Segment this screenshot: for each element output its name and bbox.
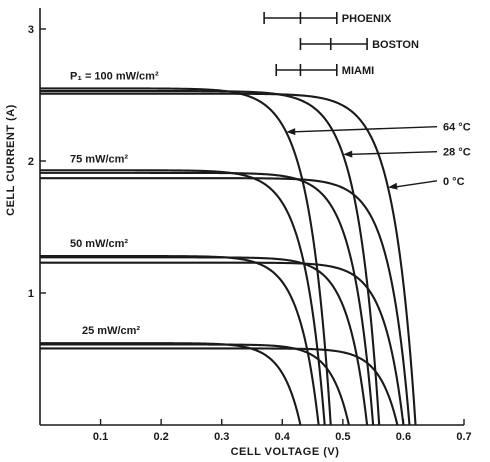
axes (39, 8, 464, 426)
irradiance-label: 75 mW/cm² (70, 154, 128, 166)
iv-curve-series-9 (40, 261, 405, 426)
x-tick-label: 0.5 (335, 431, 350, 443)
temperature-label: 0 °C (443, 176, 465, 188)
temperature-label: 28 °C (443, 147, 471, 159)
x-ticks: 0.1 0.2 0.3 0.4 0.5 0.6 0.7 (93, 419, 472, 443)
iv-curve-series-5 (40, 171, 375, 426)
temperature-pointer-arrowhead (343, 150, 353, 158)
y-tick-label: 2 (28, 156, 34, 168)
y-ticks: 1 2 3 (28, 24, 46, 300)
temperature-pointer-arrowhead (388, 182, 398, 190)
voc-range-markers: PHOENIX BOSTON MIAMI (263, 12, 419, 77)
temperature-pointer-arrowhead (286, 128, 296, 136)
x-tick-label: 0.3 (214, 431, 229, 443)
voc-range-label: PHOENIX (342, 13, 392, 25)
temperature-labels: 64 °C 28 °C 0 °C (286, 122, 471, 190)
iv-curve-series-8 (40, 256, 369, 426)
x-axis-title: CELL VOLTAGE (V) (231, 446, 340, 458)
temperature-pointer-line (347, 151, 438, 156)
iv-curve-series-7 (40, 254, 320, 426)
voc-range-label: BOSTON (372, 39, 419, 51)
iv-curve-series-10 (40, 342, 302, 426)
iv-curve-series-6 (40, 177, 411, 426)
temperature-label: 64 °C (443, 122, 471, 134)
y-tick-label: 3 (28, 24, 34, 36)
iv-curves (40, 87, 417, 426)
x-tick-label: 0.4 (275, 431, 291, 443)
iv-curve-series-3 (40, 92, 417, 426)
irradiance-label: P₁ = 100 mW/cm² (70, 70, 159, 82)
iv-curve-series-12 (40, 347, 399, 426)
voc-range-label: MIAMI (342, 65, 374, 77)
x-tick-label: 0.6 (396, 431, 411, 443)
iv-curve-series-11 (40, 343, 350, 426)
temperature-pointer-line (392, 180, 438, 189)
iv-curve-series-1 (40, 87, 332, 426)
iv-curve-series-4 (40, 169, 326, 426)
x-tick-label: 0.2 (153, 431, 168, 443)
temperature-pointer-line (290, 125, 438, 133)
x-tick-label: 0.7 (456, 431, 471, 443)
irradiance-labels: P₁ = 100 mW/cm² 75 mW/cm² 50 mW/cm² 25 mW/c… (70, 70, 159, 337)
irradiance-label: 25 mW/cm² (82, 325, 140, 337)
x-tick-label: 0.1 (93, 431, 108, 443)
irradiance-label: 50 mW/cm² (70, 238, 128, 250)
y-tick-label: 1 (28, 288, 34, 300)
iv-curve-series-2 (40, 89, 381, 426)
y-axis-title: CELL CURRENT (A) (5, 104, 17, 216)
